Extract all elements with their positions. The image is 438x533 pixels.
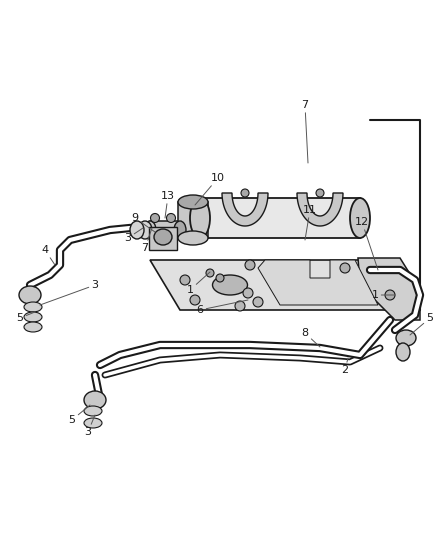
Text: 3: 3 xyxy=(40,280,99,305)
Text: 3: 3 xyxy=(124,228,143,243)
Ellipse shape xyxy=(19,286,41,304)
Circle shape xyxy=(166,214,176,222)
Polygon shape xyxy=(297,193,343,226)
Ellipse shape xyxy=(190,198,210,238)
Circle shape xyxy=(151,214,159,222)
Polygon shape xyxy=(222,193,268,226)
Text: 8: 8 xyxy=(301,328,320,347)
Text: 5: 5 xyxy=(410,313,434,335)
Ellipse shape xyxy=(144,221,156,239)
Ellipse shape xyxy=(84,391,106,409)
Polygon shape xyxy=(149,227,177,250)
Text: 11: 11 xyxy=(303,205,317,240)
Text: 12: 12 xyxy=(355,217,378,270)
Text: 1: 1 xyxy=(371,290,395,300)
Circle shape xyxy=(190,295,200,305)
Text: 5: 5 xyxy=(68,405,90,425)
Polygon shape xyxy=(200,198,360,238)
Ellipse shape xyxy=(396,330,416,346)
Text: 5: 5 xyxy=(17,312,35,323)
Circle shape xyxy=(245,260,255,270)
Circle shape xyxy=(216,274,224,282)
Circle shape xyxy=(340,263,350,273)
Ellipse shape xyxy=(24,312,42,322)
Text: 7: 7 xyxy=(301,100,308,163)
Ellipse shape xyxy=(84,406,102,416)
Ellipse shape xyxy=(84,418,102,428)
Text: 6: 6 xyxy=(197,300,248,315)
Ellipse shape xyxy=(154,229,172,245)
Circle shape xyxy=(316,189,324,197)
Text: 10: 10 xyxy=(195,173,225,205)
Ellipse shape xyxy=(178,231,208,245)
Polygon shape xyxy=(258,260,378,305)
Ellipse shape xyxy=(212,275,247,295)
Circle shape xyxy=(243,288,253,298)
Ellipse shape xyxy=(24,322,42,332)
Ellipse shape xyxy=(350,198,370,238)
Text: 7: 7 xyxy=(141,228,152,253)
Ellipse shape xyxy=(24,302,42,312)
Text: 9: 9 xyxy=(131,213,155,232)
Circle shape xyxy=(385,290,395,300)
Polygon shape xyxy=(178,202,208,238)
Ellipse shape xyxy=(130,221,144,239)
Circle shape xyxy=(235,301,245,311)
Text: 1: 1 xyxy=(187,272,210,295)
Ellipse shape xyxy=(138,221,152,239)
Ellipse shape xyxy=(396,343,410,361)
Circle shape xyxy=(206,269,214,277)
Polygon shape xyxy=(358,258,420,320)
Text: 4: 4 xyxy=(42,245,55,265)
Text: 13: 13 xyxy=(161,191,175,218)
Circle shape xyxy=(241,189,249,197)
Circle shape xyxy=(253,297,263,307)
Polygon shape xyxy=(150,221,180,239)
Polygon shape xyxy=(150,260,400,310)
Text: 3: 3 xyxy=(85,415,95,437)
Ellipse shape xyxy=(174,221,186,239)
Circle shape xyxy=(180,275,190,285)
Text: 2: 2 xyxy=(342,358,349,375)
Ellipse shape xyxy=(178,195,208,209)
